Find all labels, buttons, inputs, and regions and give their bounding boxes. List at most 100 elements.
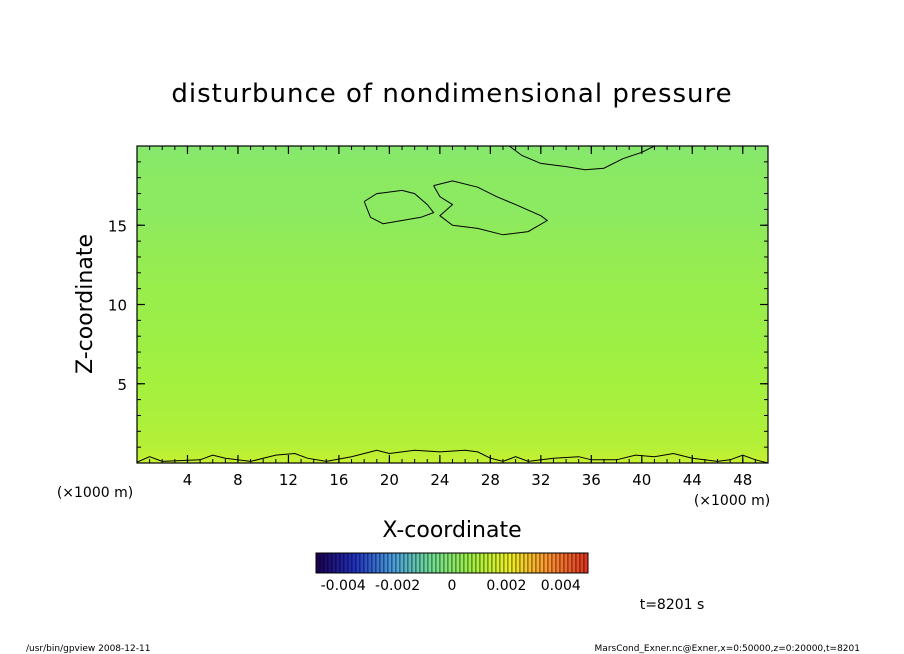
colorbar-cell (475, 552, 481, 574)
colorbar-cell (443, 552, 449, 574)
colorbar-tick-label: 0.004 (541, 578, 581, 594)
x-unit-right: (×1000 m) (694, 493, 770, 509)
x-tick-label: 32 (531, 471, 550, 489)
colorbar-tick-label: -0.002 (375, 578, 420, 594)
colorbar-cell (563, 552, 569, 574)
colorbar-cell (503, 552, 509, 574)
colorbar-cell (527, 552, 533, 574)
x-tick-label: 8 (233, 471, 243, 489)
colorbar-cell (451, 552, 457, 574)
colorbar-cell (411, 552, 417, 574)
x-axis-label: X-coordinate (382, 518, 521, 543)
colorbar-cell (543, 552, 549, 574)
colorbar-cell (355, 552, 361, 574)
chart-title: disturbunce of nondimensional pressure (171, 79, 732, 109)
y-tick-label: 10 (108, 297, 127, 315)
colorbar-cell (555, 552, 561, 574)
colorbar-cell (495, 552, 501, 574)
colorbar-cell (583, 552, 589, 574)
x-tick-label: 12 (279, 471, 298, 489)
footer-right: MarsCond_Exner.nc@Exner,x=0:50000,z=0:20… (595, 644, 860, 654)
colorbar-cells (315, 552, 589, 574)
colorbar-cell (359, 552, 365, 574)
x-unit-left: (×1000 m) (57, 485, 133, 501)
colorbar-tick-label: 0.002 (486, 578, 526, 594)
colorbar-cell (387, 552, 393, 574)
x-tick-label: 4 (183, 471, 193, 489)
colorbar-tick-label: 0 (448, 578, 457, 594)
colorbar-cell (491, 552, 497, 574)
colorbar-cell (511, 552, 517, 574)
colorbar-cell (339, 552, 345, 574)
colorbar: -0.004 -0.002 0 0.002 0.004 (315, 552, 589, 594)
colorbar-tick-label: -0.004 (321, 578, 366, 594)
colorbar-cell (455, 552, 461, 574)
contour-line (433, 180, 549, 236)
x-tick-label: 28 (481, 471, 500, 489)
x-tick-label: 16 (329, 471, 348, 489)
colorbar-cell (431, 552, 437, 574)
colorbar-cell (519, 552, 525, 574)
colorbar-cell (479, 552, 485, 574)
contour-layer (137, 146, 768, 463)
field-fill (137, 146, 768, 463)
colorbar-cell (547, 552, 553, 574)
colorbar-cell (399, 552, 405, 574)
colorbar-cell (435, 552, 441, 574)
colorbar-cell (571, 552, 577, 574)
colorbar-cell (363, 552, 369, 574)
colorbar-cell (487, 552, 493, 574)
colorbar-cell (459, 552, 465, 574)
y-axis-label: Z-coordinate (73, 234, 98, 374)
colorbar-cell (539, 552, 545, 574)
colorbar-cell (439, 552, 445, 574)
colorbar-cell (523, 552, 529, 574)
colorbar-cell (515, 552, 521, 574)
colorbar-cell (559, 552, 565, 574)
colorbar-cell (463, 552, 469, 574)
colorbar-cell (319, 552, 325, 574)
colorbar-cell (327, 552, 333, 574)
colorbar-cell (367, 552, 373, 574)
x-tick-label: 40 (632, 471, 651, 489)
colorbar-cell (343, 552, 349, 574)
x-tick-label: 44 (683, 471, 702, 489)
colorbar-cell (447, 552, 453, 574)
colorbar-cell (347, 552, 353, 574)
colorbar-frame (315, 552, 589, 574)
colorbar-cell (331, 552, 337, 574)
colorbar-cell (419, 552, 425, 574)
colorbar-cell (371, 552, 377, 574)
colorbar-cell (415, 552, 421, 574)
colorbar-cell (407, 552, 413, 574)
colorbar-cell (379, 552, 385, 574)
colorbar-cell (467, 552, 473, 574)
colorbar-cell (551, 552, 557, 574)
x-tick-label: 48 (733, 471, 752, 489)
colorbar-cell (535, 552, 541, 574)
colorbar-cell (427, 552, 433, 574)
colorbar-cell (531, 552, 537, 574)
contour-line (363, 189, 435, 225)
footer-left: /usr/bin/gpview 2008-12-11 (26, 644, 150, 654)
colorbar-cell (351, 552, 357, 574)
colorbar-cell (471, 552, 477, 574)
x-tick-label: 36 (582, 471, 601, 489)
colorbar-cell (567, 552, 573, 574)
colorbar-cell (575, 552, 581, 574)
y-tick-label: 15 (108, 217, 127, 235)
y-tick-label: 5 (117, 376, 127, 394)
colorbar-cell (579, 552, 585, 574)
colorbar-cell (335, 552, 341, 574)
colorbar-cell (323, 552, 329, 574)
colorbar-cell (507, 552, 513, 574)
x-tick-label: 20 (380, 471, 399, 489)
contour-line (137, 449, 768, 463)
colorbar-cell (315, 552, 321, 574)
x-tick-label: 24 (430, 471, 449, 489)
time-caption: t=8201 s (640, 597, 705, 613)
colorbar-cell (403, 552, 409, 574)
